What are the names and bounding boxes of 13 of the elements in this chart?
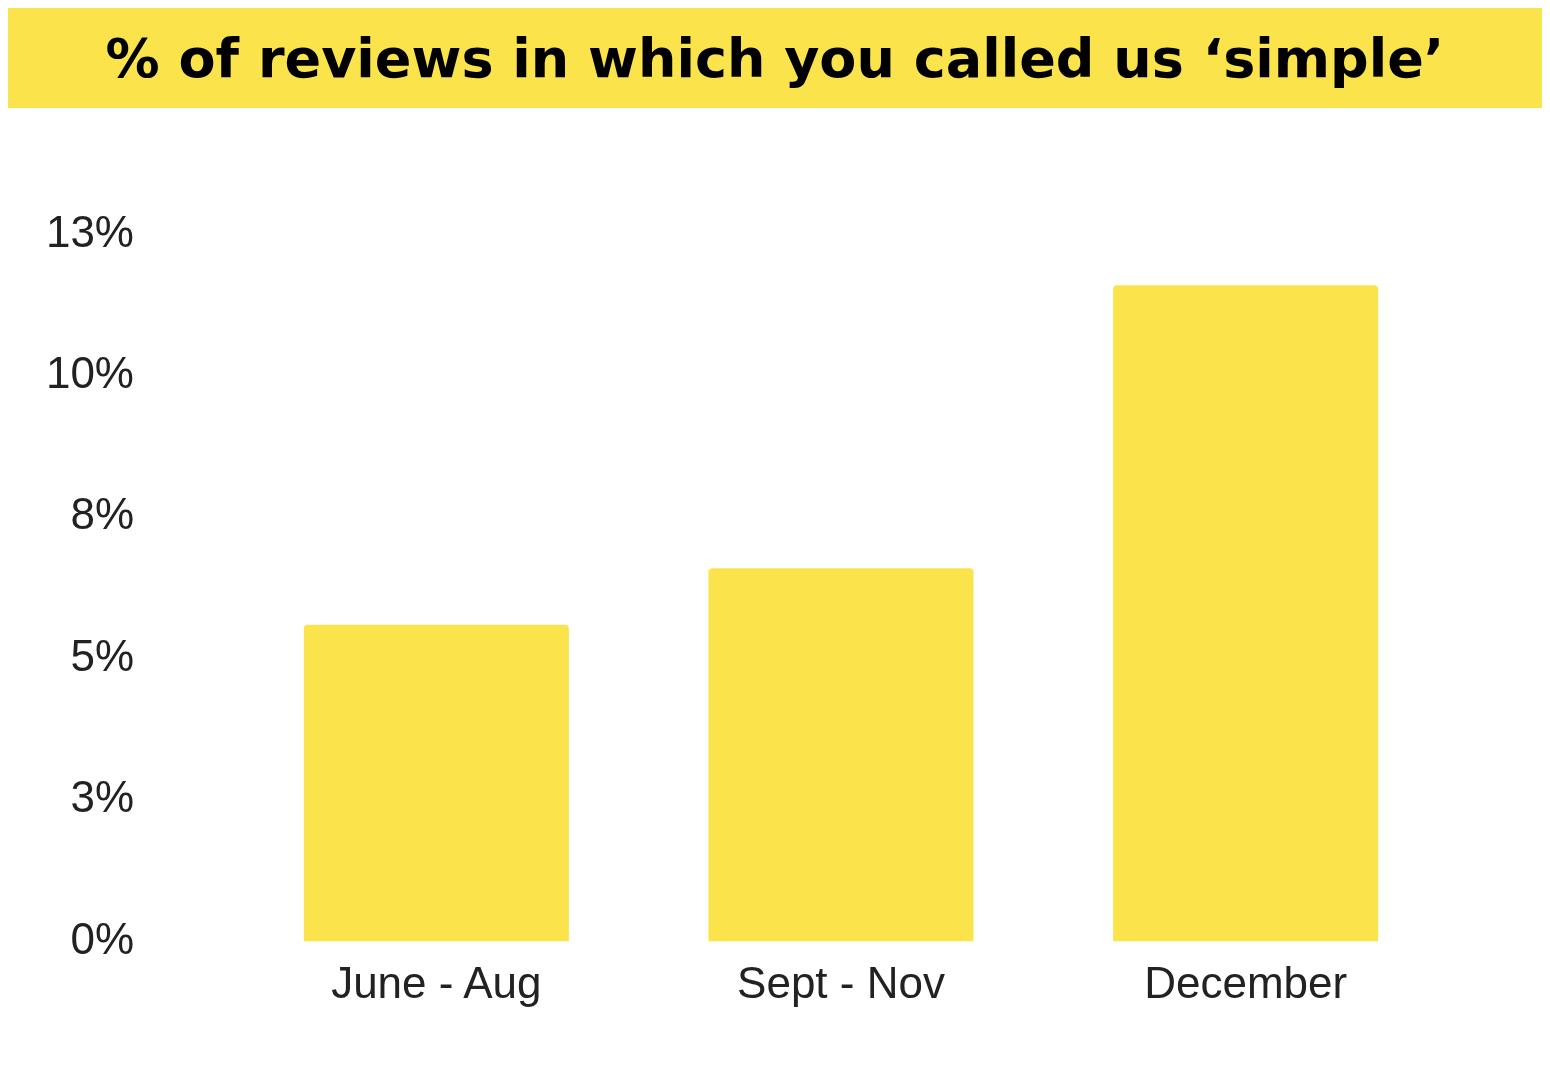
y-tick-label: 5% <box>70 630 134 680</box>
y-tick-label: 8% <box>70 489 134 539</box>
bar <box>303 624 569 942</box>
y-tick-label: 10% <box>45 347 134 397</box>
x-tick-label: June - Aug <box>331 958 542 1008</box>
x-tick-label: December <box>1144 958 1348 1008</box>
bar <box>1113 285 1379 942</box>
y-tick-label: 0% <box>70 913 134 963</box>
chart-title: % of reviews in which you called us ‘simple’ <box>8 8 1542 108</box>
bar <box>708 568 974 942</box>
x-tick-label: Sept - Nov <box>737 958 945 1008</box>
y-tick-label: 13% <box>45 206 134 256</box>
y-tick-label: 3% <box>70 772 134 822</box>
